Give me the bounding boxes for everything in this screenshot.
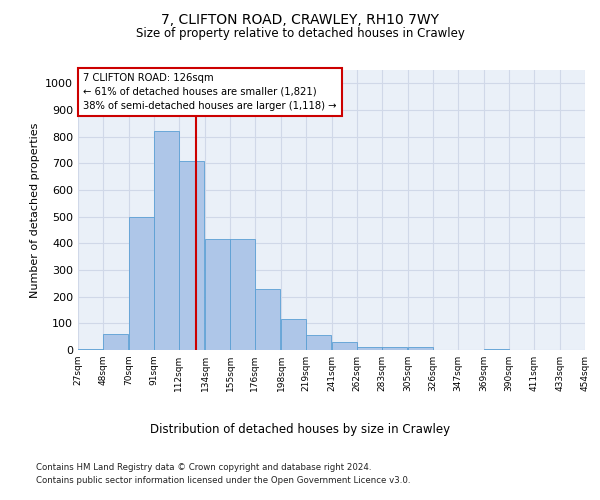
Bar [230,240,255,350]
Bar [382,348,407,350]
Bar [255,288,280,350]
Text: 7, CLIFTON ROAD, CRAWLEY, RH10 7WY: 7, CLIFTON ROAD, CRAWLEY, RH10 7WY [161,12,439,26]
Bar [306,336,331,350]
Bar [129,216,154,350]
Bar [179,160,204,350]
Bar [357,348,382,350]
Text: Contains HM Land Registry data © Crown copyright and database right 2024.: Contains HM Land Registry data © Crown c… [36,462,371,471]
Bar [78,348,103,350]
Bar [484,348,509,350]
Bar [103,334,128,350]
Text: Contains public sector information licensed under the Open Government Licence v3: Contains public sector information licen… [36,476,410,485]
Bar [154,132,179,350]
Bar [408,348,433,350]
Text: 7 CLIFTON ROAD: 126sqm
← 61% of detached houses are smaller (1,821)
38% of semi-: 7 CLIFTON ROAD: 126sqm ← 61% of detached… [83,73,337,111]
Bar [281,320,306,350]
Bar [332,342,357,350]
Y-axis label: Number of detached properties: Number of detached properties [29,122,40,298]
Text: Size of property relative to detached houses in Crawley: Size of property relative to detached ho… [136,28,464,40]
Text: Distribution of detached houses by size in Crawley: Distribution of detached houses by size … [150,422,450,436]
Bar [205,240,230,350]
